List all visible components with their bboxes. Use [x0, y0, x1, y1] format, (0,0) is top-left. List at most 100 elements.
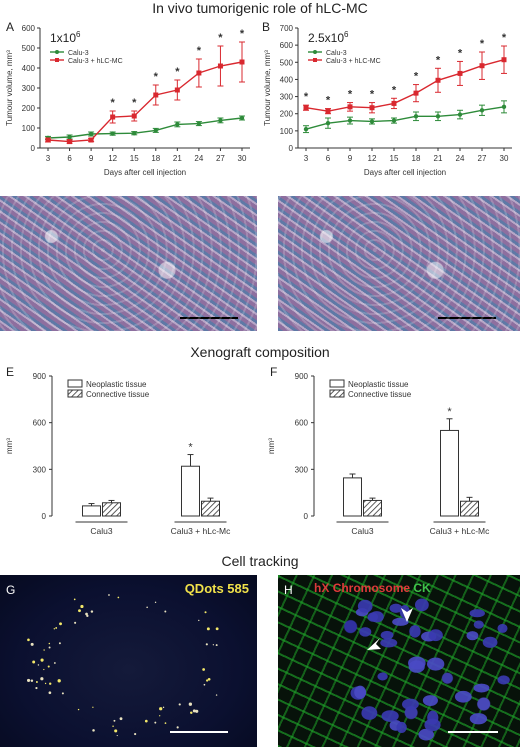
x-tick-label: 15: [390, 154, 399, 163]
bar: [102, 502, 121, 517]
data-point: [196, 70, 202, 76]
nucleus: [409, 625, 421, 638]
histology-image-c: [0, 196, 257, 331]
nuclei-cluster: [350, 598, 510, 741]
qdot-signal: [206, 627, 210, 631]
y-tick-label: 300: [22, 84, 36, 93]
x-tick-label: 24: [456, 154, 465, 163]
histology-image-d: [278, 196, 520, 331]
nucleus: [414, 598, 429, 612]
legend-label: Neoplastic tissue: [86, 380, 147, 389]
x-tick-label: 27: [216, 154, 225, 163]
panel-letter-f: F: [270, 365, 278, 379]
data-point: [391, 118, 397, 123]
y-tick-label: 900: [295, 372, 309, 381]
y-axis-label: mm³: [267, 438, 276, 454]
qdot-signal: [212, 644, 215, 646]
nucleus: [380, 630, 394, 640]
qdot-signal: [49, 682, 52, 685]
qdot-signal: [30, 642, 34, 646]
significance-marker: *: [188, 442, 193, 454]
qdot-signal: [154, 601, 157, 604]
data-point: [88, 137, 94, 143]
scale-bar: [180, 317, 238, 319]
qdot-signal: [108, 594, 110, 596]
y-tick-label: 600: [33, 419, 47, 428]
chromosome-label: Chromosome: [332, 581, 411, 595]
qdot-signal: [48, 642, 51, 645]
legend-label: Calu-3 + hLC-MC: [326, 58, 381, 65]
significance-marker: *: [502, 32, 507, 44]
qdot-signal: [59, 622, 62, 626]
qdot-signal: [114, 729, 118, 733]
qdot-signal: [144, 719, 148, 723]
panel-letter-e: E: [6, 365, 15, 379]
significance-marker: *: [480, 38, 485, 50]
bar: [201, 500, 220, 517]
bar: [181, 465, 200, 517]
data-point: [239, 115, 245, 121]
data-point: [88, 131, 94, 137]
y-tick-label: 100: [22, 124, 36, 133]
data-point: [457, 70, 463, 76]
section-title-xenograft: Xenograft composition: [190, 344, 330, 360]
x-tick-label: 27: [478, 154, 487, 163]
y-tick-label: 200: [280, 110, 294, 119]
qdots-label: QDots 585: [184, 581, 249, 596]
y-tick-label: 400: [22, 64, 36, 73]
panel-letter-g: G: [6, 583, 16, 597]
significance-marker: *: [458, 47, 463, 59]
category-label: Calu3: [351, 526, 373, 536]
series-line: [305, 59, 505, 112]
cell-count-exponent: 6: [76, 30, 81, 39]
qdot-signal: [207, 677, 211, 681]
qdot-signal: [176, 726, 179, 729]
nucleus: [396, 721, 407, 734]
nucleus: [377, 672, 388, 681]
x-tick-label: 21: [434, 154, 443, 163]
y-tick-label: 600: [295, 419, 309, 428]
legend-label: Calu-3: [68, 50, 89, 57]
qdot-signal: [202, 668, 205, 671]
qdot-signal: [48, 646, 51, 649]
nucleus: [381, 710, 399, 722]
data-point: [369, 105, 375, 111]
panel-letter-b: B: [262, 20, 271, 34]
nucleus: [469, 609, 485, 618]
cell-count-label: 1x106: [50, 30, 81, 45]
y-tick-label: 400: [280, 75, 294, 84]
data-point: [217, 63, 223, 69]
legend-marker: [313, 50, 317, 54]
qdot-signal: [61, 692, 64, 695]
x-tick-label: 18: [412, 154, 421, 163]
nucleus: [357, 599, 373, 613]
x-tick-label: 9: [348, 154, 353, 163]
cell-count-label: 2.5x106: [308, 30, 349, 45]
qdot-signal: [35, 686, 38, 690]
qdot-signal: [44, 682, 47, 685]
category-label: Calu3: [90, 526, 112, 536]
x-tick-label: 12: [368, 154, 377, 163]
qdot-signal: [48, 691, 52, 695]
data-point: [391, 100, 397, 106]
nucleus: [359, 627, 372, 637]
qdot-signal: [90, 610, 94, 613]
panel-letter-a: A: [6, 20, 15, 34]
qdot-signal: [116, 734, 118, 737]
qdot-signal: [35, 681, 38, 683]
qdot-signal: [198, 619, 200, 622]
legend-label: Calu-3: [326, 50, 347, 57]
x-tick-label: 6: [67, 154, 72, 163]
data-point: [110, 131, 115, 136]
scale-bar: [170, 731, 228, 733]
legend-label: Connective tissue: [348, 390, 412, 399]
y-tick-label: 0: [304, 512, 309, 521]
qdot-signal: [203, 683, 206, 686]
legend-label: Neoplastic tissue: [348, 380, 409, 389]
significance-marker: *: [197, 45, 202, 57]
qdot-signal: [119, 717, 123, 721]
qdot-signal: [80, 604, 84, 609]
fluorescence-image-g: G QDots 585: [0, 575, 257, 747]
cell-count-exponent: 6: [344, 30, 349, 39]
data-point: [347, 104, 353, 110]
